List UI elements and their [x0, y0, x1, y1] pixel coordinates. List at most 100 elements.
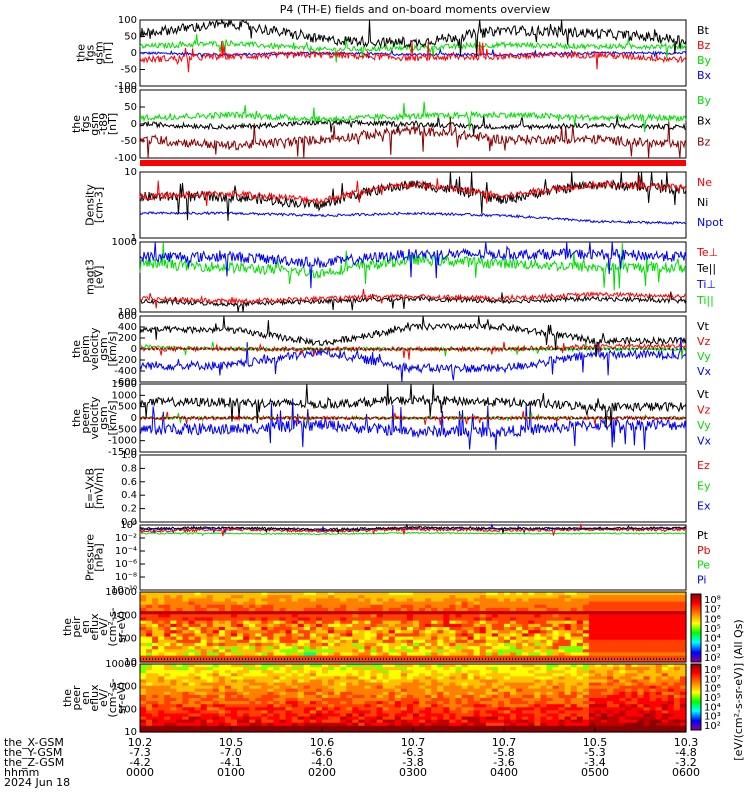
- spectrogram-cell: [328, 614, 335, 619]
- spectrogram-cell: [522, 664, 529, 668]
- y-tick-label: 1: [131, 233, 137, 244]
- spectrogram-cell: [613, 728, 620, 733]
- spectrogram-cell: [255, 694, 262, 699]
- spectrogram-cell: [619, 719, 626, 724]
- y-axis-label-line: -t89: [97, 113, 110, 135]
- spectrogram-cell: [619, 682, 626, 687]
- spectrogram-cell: [188, 682, 196, 687]
- spectrogram-cell: [449, 716, 457, 721]
- spectrogram-cell: [346, 642, 353, 647]
- spectrogram-cell: [649, 713, 657, 718]
- spectrogram-cell: [218, 691, 226, 696]
- spectrogram-cell: [601, 676, 608, 681]
- y-axis-label-line: [eV]: [93, 266, 106, 289]
- spectrogram-cell: [479, 630, 487, 634]
- spectrogram-cell: [291, 627, 299, 631]
- spectrogram-cell: [297, 620, 305, 625]
- spectrogram-cell: [631, 646, 639, 650]
- spectrogram-cell: [582, 682, 590, 687]
- spectrogram-cell: [419, 617, 426, 622]
- spectrogram-cell: [461, 642, 469, 647]
- spectrogram-cell: [224, 598, 232, 603]
- spectrogram-cell: [212, 722, 220, 727]
- spectrogram-cell: [601, 698, 608, 702]
- spectrogram-cell: [528, 719, 535, 724]
- y-axis-label-line: Pressure: [84, 534, 97, 581]
- spectrogram-cell: [146, 710, 153, 715]
- spectrogram-cell: [140, 604, 147, 609]
- spectrogram-cell: [346, 698, 353, 702]
- spectrogram-cell: [467, 685, 475, 690]
- spectrogram-cell: [224, 611, 232, 615]
- spectrogram-cell: [303, 617, 311, 622]
- spectrogram-cell: [613, 617, 620, 622]
- spectrogram-cell: [473, 614, 481, 619]
- spectrogram-cell: [661, 688, 669, 693]
- spectrogram-cell: [243, 617, 250, 622]
- spectrogram-cell: [146, 598, 153, 603]
- spectrogram-cell: [588, 722, 596, 727]
- spectrogram-cell: [297, 630, 305, 634]
- spectrogram-cell: [534, 716, 541, 721]
- spectrogram-cell: [358, 595, 366, 599]
- spectrogram-cell: [643, 667, 651, 671]
- spectrogram-cell: [661, 701, 669, 705]
- spectrogram-cell: [328, 630, 335, 634]
- spectrogram-cell: [522, 679, 529, 684]
- spectrogram-cell: [661, 614, 669, 619]
- spectrogram-cell: [194, 716, 202, 721]
- spectrogram-cell: [273, 601, 281, 606]
- spectrogram-cell: [576, 704, 584, 708]
- spectrogram-cell: [516, 667, 523, 671]
- spectrogram-cell: [261, 617, 268, 622]
- spectrogram-cell: [546, 722, 554, 727]
- spectrogram-cell: [206, 646, 214, 650]
- spectrogram-cell: [528, 725, 535, 730]
- spectrogram-cell: [237, 636, 244, 641]
- spectrogram-cell: [419, 707, 426, 711]
- spectrogram-cell: [631, 719, 639, 724]
- spectrogram-cell: [673, 607, 681, 612]
- spectrogram-cell: [588, 688, 596, 693]
- spectrogram-cell: [588, 623, 596, 628]
- x-row-label: hhmm: [4, 766, 39, 779]
- spectrogram-cell: [285, 649, 293, 654]
- spectrogram-cell: [315, 607, 323, 612]
- spectrogram-cell: [467, 694, 475, 699]
- spectrogram-cell: [346, 664, 353, 668]
- spectrogram-cell: [425, 673, 432, 677]
- spectrogram-cell: [588, 604, 596, 609]
- spectrogram-cell: [504, 685, 511, 690]
- spectrogram-cell: [607, 630, 614, 634]
- spectrogram-cell: [212, 636, 220, 641]
- spectrogram-cell: [576, 636, 584, 641]
- spectrogram-cell: [649, 707, 657, 711]
- spectrogram-cell: [595, 617, 602, 622]
- spectrogram-cell: [212, 685, 220, 690]
- spectrogram-cell: [388, 592, 396, 596]
- x-tick-label: 10.7: [492, 736, 517, 749]
- spectrogram-cell: [419, 719, 426, 724]
- spectrogram-cell: [558, 630, 566, 634]
- spectrogram-cell: [582, 719, 590, 724]
- spectrogram-cell: [510, 710, 517, 715]
- spectrogram-cell: [346, 655, 353, 660]
- spectrogram-cell: [540, 728, 548, 733]
- spectrogram-cell: [218, 722, 226, 727]
- spectrogram-cell: [552, 716, 560, 721]
- spectrogram-cell: [297, 611, 305, 615]
- spectrogram-cell: [188, 595, 196, 599]
- spectrogram-cell: [449, 667, 457, 671]
- spectrogram-cell: [667, 716, 675, 721]
- spectrogram-cell: [497, 639, 505, 644]
- spectrogram-cell: [212, 698, 220, 702]
- spectrogram-cell: [679, 704, 687, 708]
- spectrogram-cell: [224, 655, 232, 660]
- spectrogram-cell: [479, 623, 487, 628]
- spectrogram-cell: [200, 694, 208, 699]
- spectrogram-cell: [673, 667, 681, 671]
- spectrogram-cell: [158, 592, 165, 596]
- spectrogram-cell: [297, 688, 305, 693]
- spectrogram-cell: [146, 716, 153, 721]
- spectrogram-cell: [619, 673, 626, 677]
